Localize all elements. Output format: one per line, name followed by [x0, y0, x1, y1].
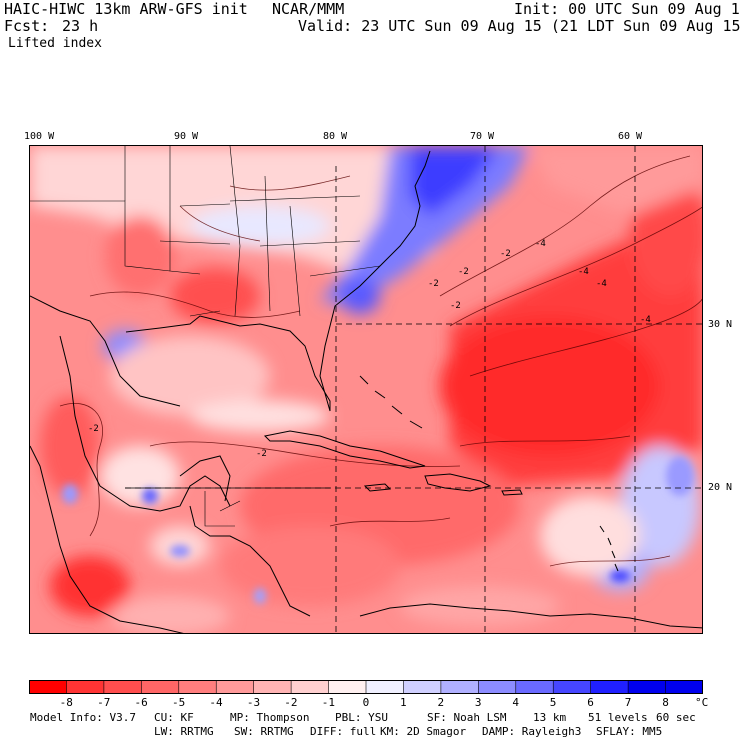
lat-label-20n: 20 N	[708, 482, 733, 493]
latlon-grid	[125, 146, 702, 633]
forecast-hour: 23 h	[62, 17, 99, 35]
colorbar-tick-label: 3	[474, 696, 482, 709]
colorbar-swatch	[29, 680, 67, 694]
contour-label: -4	[578, 267, 589, 277]
shortwave-scheme: SW: RRTMG	[234, 725, 294, 738]
diffusion-option: DIFF: full	[310, 725, 377, 738]
grid-spacing: 13 km	[533, 711, 567, 724]
lifted-index-map: -2 -2 -2 -4 -4 -2 -4 -2 -2 -4	[29, 145, 703, 634]
colorbar-swatch	[478, 680, 517, 694]
damping-option: DAMP: Rayleigh3	[482, 725, 582, 738]
vertical-levels: 51 levels	[588, 711, 648, 724]
model-info: Model Info: V3.7	[30, 711, 136, 724]
colorbar-swatch	[553, 680, 592, 694]
contour-label: -2	[428, 279, 439, 289]
colorbar-tick-label: -3	[246, 696, 261, 709]
colorbar-tick-label: -7	[97, 696, 111, 709]
contour-label: -2	[458, 267, 469, 277]
init-time: Init: 00 UTC Sun 09 Aug 15	[514, 0, 740, 18]
contour-label: -4	[640, 315, 651, 325]
eddy-option: KM: 2D Smagor	[380, 725, 467, 738]
colorbar-swatch	[403, 680, 442, 694]
colorbar-tick-label: -2	[284, 696, 298, 709]
colorbar-tick-label: 1	[400, 696, 407, 709]
contour-label: -4	[535, 239, 546, 249]
colorbar-swatch	[628, 680, 667, 694]
colorbar-tick-label: -1	[321, 696, 336, 709]
stable-patches	[62, 456, 694, 604]
colorbar-unit: °C	[695, 696, 709, 709]
colorbar-swatch	[590, 680, 629, 694]
field-name: Lifted index	[8, 36, 102, 51]
longwave-scheme: LW: RRTMG	[154, 725, 214, 738]
colorbar-swatch	[366, 680, 404, 694]
forecast-label: Fcst:	[4, 17, 50, 35]
colorbar-tick-label: -8	[59, 696, 73, 709]
contour-lines	[59, 155, 702, 567]
colorbar-swatch	[141, 680, 180, 694]
colorbar-tick-label: -5	[172, 696, 186, 709]
lat-label-30n: 30 N	[708, 319, 733, 330]
colorbar-tick-label: -6	[134, 696, 148, 709]
colorbar-swatch	[328, 680, 367, 694]
colorbar-tick-label: 6	[587, 696, 594, 709]
colorbar-swatch	[66, 680, 105, 694]
colorbar-tick-label: 4	[512, 696, 520, 709]
colorbar-swatch	[665, 680, 703, 694]
colorbar	[29, 680, 703, 694]
colorbar-tick-label: 0	[362, 696, 370, 709]
contour-label: -2	[450, 301, 461, 311]
lon-label-80w: 80 W	[323, 131, 348, 142]
colorbar-swatches	[29, 680, 703, 694]
colorbar-swatch	[253, 680, 292, 694]
microphysics-scheme: MP: Thompson	[230, 711, 310, 724]
map-canvas: -2 -2 -2 -4 -4 -2 -4 -2 -2 -4	[30, 146, 702, 633]
lon-label-60w: 60 W	[618, 131, 643, 142]
contour-values: -2 -2 -2 -4 -4 -2 -4 -2 -2 -4	[88, 239, 651, 459]
political-borders	[30, 146, 381, 527]
pbl-scheme: PBL: YSU	[335, 711, 388, 724]
time-step: 60 sec	[656, 711, 696, 724]
contour-label: -2	[256, 449, 267, 459]
colorbar-swatch	[216, 680, 255, 694]
colorbar-swatch	[103, 680, 142, 694]
colorbar-tick-label: 8	[662, 696, 669, 709]
surface-scheme: SF: Noah LSM	[427, 711, 507, 724]
lon-label-100w: 100 W	[24, 131, 55, 142]
lon-label-90w: 90 W	[174, 131, 199, 142]
colorbar-tick-label: 5	[549, 696, 557, 709]
valid-time: Valid: 23 UTC Sun 09 Aug 15 (21 LDT Sun …	[298, 17, 740, 35]
colorbar-swatch	[440, 680, 479, 694]
colorbar-swatch	[178, 680, 217, 694]
colorbar-tick-label: 2	[437, 696, 445, 709]
coastlines	[30, 150, 702, 633]
colorbar-swatch	[515, 680, 554, 694]
contour-label: -2	[88, 424, 99, 434]
surface-layer-option: SFLAY: MM5	[596, 725, 663, 738]
contour-label: -4	[596, 279, 607, 289]
lon-label-70w: 70 W	[470, 131, 495, 142]
cumulus-scheme: CU: KF	[154, 711, 194, 724]
colorbar-swatch	[291, 680, 330, 694]
organization-label: NCAR/MMM	[272, 0, 345, 18]
colorbar-tick-label: 7	[624, 696, 632, 709]
model-title: HAIC-HIWC 13km ARW-GFS init	[4, 0, 248, 18]
contour-label: -2	[500, 249, 511, 259]
colorbar-tick-label: -4	[209, 696, 223, 709]
